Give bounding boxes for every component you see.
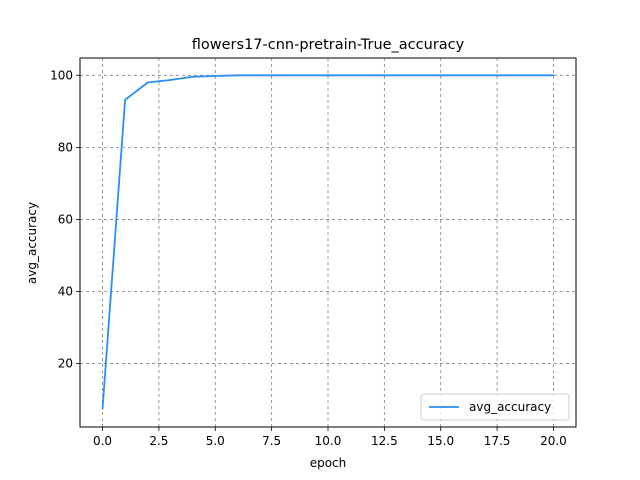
data-point [372, 74, 374, 77]
legend-box [420, 393, 570, 421]
data-point [191, 75, 194, 78]
data-point [439, 74, 442, 77]
data-point [259, 74, 262, 77]
grid-lines [80, 58, 576, 427]
data-point [282, 74, 284, 77]
data-point [327, 74, 329, 77]
chart-title: flowers17-cnn-pretrain-True_accuracy [192, 37, 465, 53]
x-tick-label: 2.5 [149, 434, 168, 448]
data-point [236, 74, 239, 77]
x-tick-label: 20.0 [540, 434, 567, 448]
data-point [462, 74, 465, 77]
y-tick-label: 60 [58, 212, 73, 226]
legend-label-avg-accuracy: avg_accuracy [469, 400, 551, 414]
data-point [304, 74, 307, 77]
y-tick-label: 80 [58, 140, 73, 154]
x-tick-label: 0.0 [93, 434, 112, 448]
data-point [124, 98, 126, 101]
axis-ticks: 0.0 2.5 5.0 7.5 10.0 12.5 15.0 17.5 20.0 20 40 60 80… [50, 68, 567, 448]
data-point [484, 74, 487, 77]
x-axis-title: epoch [310, 456, 347, 470]
y-tick-label: 20 [58, 357, 73, 371]
data-point [417, 74, 420, 77]
series-layer [101, 74, 555, 410]
data-point [349, 74, 352, 77]
legend: avg_accuracy [420, 393, 570, 421]
y-tick-label: 40 [58, 285, 73, 299]
x-tick-label: 12.5 [371, 434, 398, 448]
data-point [507, 74, 510, 77]
x-tick-label: 15.0 [427, 434, 454, 448]
x-tick-label: 10.0 [315, 434, 342, 448]
x-tick-label: 7.5 [262, 434, 281, 448]
data-point [101, 407, 104, 410]
data-point [530, 74, 532, 77]
data-point [394, 74, 397, 77]
data-point [552, 74, 555, 77]
y-axis-title: avg_accuracy [25, 202, 39, 284]
x-tick-label: 17.5 [484, 434, 511, 448]
data-point [146, 81, 149, 84]
y-tick-label: 100 [50, 68, 73, 82]
data-point [169, 79, 172, 81]
data-point [214, 75, 217, 77]
x-tick-label: 5.0 [206, 434, 225, 448]
